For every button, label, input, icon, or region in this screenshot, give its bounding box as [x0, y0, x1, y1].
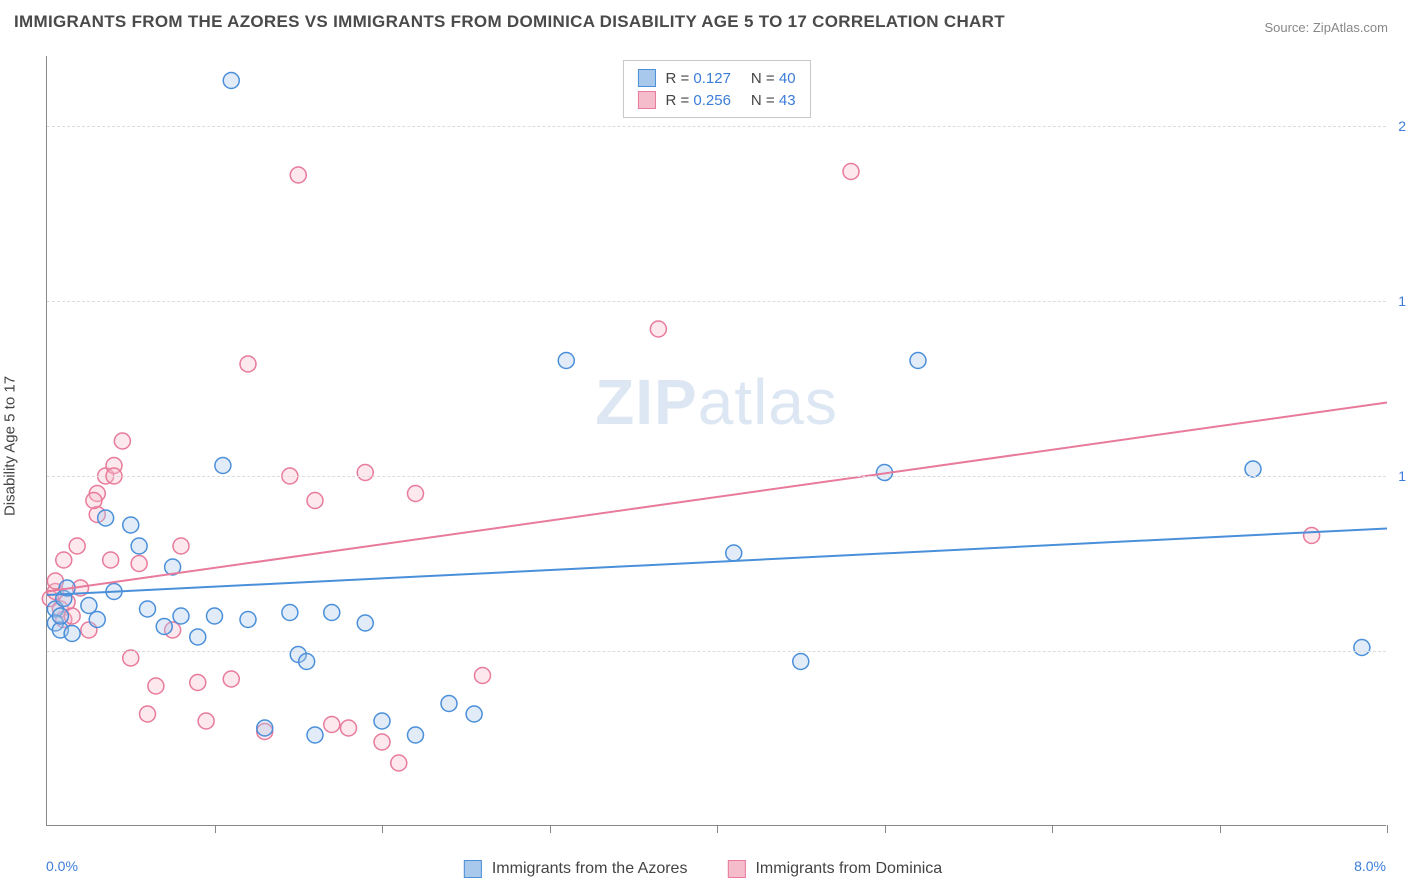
data-point [357, 615, 373, 631]
data-point [81, 598, 97, 614]
data-point [299, 654, 315, 670]
data-point [324, 717, 340, 733]
legend-label-dominica: Immigrants from Dominica [755, 860, 942, 878]
x-tick [1052, 825, 1053, 833]
legend-label-azores: Immigrants from the Azores [492, 860, 688, 878]
x-tick [382, 825, 383, 833]
data-point [140, 706, 156, 722]
data-point [1354, 640, 1370, 656]
y-tick-label: 20.0% [1398, 118, 1406, 134]
data-point [466, 706, 482, 722]
data-point [215, 458, 231, 474]
data-point [257, 720, 273, 736]
source-value: ZipAtlas.com [1313, 20, 1388, 35]
data-point [52, 608, 68, 624]
data-point [1304, 528, 1320, 544]
x-tick [215, 825, 216, 833]
data-point [123, 517, 139, 533]
x-tick [1387, 825, 1388, 833]
gridline [47, 476, 1386, 477]
data-point [89, 612, 105, 628]
source-label: Source: [1264, 20, 1312, 35]
data-point [910, 353, 926, 369]
data-point [140, 601, 156, 617]
data-point [391, 755, 407, 771]
chart-title: IMMIGRANTS FROM THE AZORES VS IMMIGRANTS… [14, 12, 1005, 32]
y-tick-label: 10.0% [1398, 468, 1406, 484]
gridline [47, 301, 1386, 302]
series-legend: Immigrants from the Azores Immigrants fr… [464, 860, 942, 878]
data-point [341, 720, 357, 736]
data-point [190, 629, 206, 645]
data-point [1245, 461, 1261, 477]
data-point [173, 538, 189, 554]
regression-line [47, 403, 1387, 592]
data-point [207, 608, 223, 624]
chart-svg [47, 56, 1386, 825]
data-point [173, 608, 189, 624]
data-point [123, 650, 139, 666]
x-axis-max-label: 8.0% [1354, 858, 1386, 874]
data-point [223, 671, 239, 687]
data-point [240, 612, 256, 628]
data-point [408, 486, 424, 502]
data-point [198, 713, 214, 729]
data-point [56, 552, 72, 568]
data-point [374, 713, 390, 729]
data-point [98, 510, 114, 526]
data-point [558, 353, 574, 369]
data-point [475, 668, 491, 684]
data-point [114, 433, 130, 449]
x-axis-min-label: 0.0% [46, 858, 78, 874]
gridline [47, 651, 1386, 652]
swatch-dominica [727, 860, 745, 878]
data-point [86, 493, 102, 509]
data-point [103, 552, 119, 568]
source-attribution: Source: ZipAtlas.com [1264, 20, 1388, 35]
data-point [843, 164, 859, 180]
y-axis-label: Disability Age 5 to 17 [2, 376, 19, 516]
data-point [148, 678, 164, 694]
data-point [190, 675, 206, 691]
y-tick-label: 15.0% [1398, 293, 1406, 309]
swatch-azores [464, 860, 482, 878]
data-point [793, 654, 809, 670]
data-point [307, 727, 323, 743]
data-point [441, 696, 457, 712]
data-point [131, 538, 147, 554]
data-point [408, 727, 424, 743]
data-point [726, 545, 742, 561]
data-point [131, 556, 147, 572]
data-point [307, 493, 323, 509]
data-point [324, 605, 340, 621]
regression-line [47, 529, 1387, 596]
x-tick [885, 825, 886, 833]
data-point [374, 734, 390, 750]
data-point [223, 73, 239, 89]
legend-item-dominica: Immigrants from Dominica [727, 860, 942, 878]
x-tick [717, 825, 718, 833]
data-point [156, 619, 172, 635]
data-point [290, 167, 306, 183]
plot-area: ZIPatlas R = 0.127 N = 40 R = 0.256 N = … [46, 56, 1386, 826]
x-tick [1220, 825, 1221, 833]
legend-item-azores: Immigrants from the Azores [464, 860, 688, 878]
data-point [64, 626, 80, 642]
data-point [69, 538, 85, 554]
data-point [240, 356, 256, 372]
data-point [357, 465, 373, 481]
data-point [282, 605, 298, 621]
gridline [47, 126, 1386, 127]
data-point [650, 321, 666, 337]
x-tick [550, 825, 551, 833]
